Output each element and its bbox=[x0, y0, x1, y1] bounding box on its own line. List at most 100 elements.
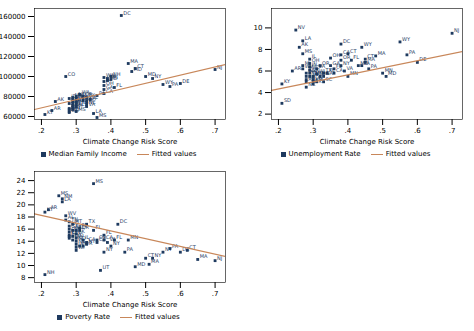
svg-text:10: 10 bbox=[17, 262, 26, 270]
svg-text:8: 8 bbox=[21, 274, 25, 282]
svg-text:14: 14 bbox=[17, 237, 26, 245]
svg-text:.2: .2 bbox=[38, 127, 45, 135]
svg-text:WY: WY bbox=[402, 36, 411, 42]
svg-text:16: 16 bbox=[17, 225, 26, 233]
svg-text:AR: AR bbox=[50, 204, 57, 210]
svg-text:140000: 140000 bbox=[0, 33, 26, 41]
svg-text:CA: CA bbox=[336, 67, 343, 73]
svg-text:MD: MD bbox=[109, 75, 117, 81]
svg-text:TX: TX bbox=[88, 218, 96, 224]
svg-text:8: 8 bbox=[258, 46, 262, 54]
svg-text:Climate Change Risk Score: Climate Change Risk Score bbox=[83, 301, 178, 309]
svg-text:AR: AR bbox=[294, 65, 301, 71]
svg-text:FL: FL bbox=[116, 234, 122, 240]
svg-text:AR: AR bbox=[54, 105, 61, 111]
svg-text:PA: PA bbox=[371, 63, 378, 69]
svg-text:12: 12 bbox=[17, 250, 26, 258]
svg-text:.3: .3 bbox=[310, 127, 317, 135]
svg-text:NY: NY bbox=[89, 238, 97, 244]
svg-text:SC: SC bbox=[71, 230, 78, 236]
svg-text:18: 18 bbox=[17, 213, 26, 221]
svg-text:PA: PA bbox=[127, 246, 134, 252]
svg-text:.4: .4 bbox=[108, 127, 115, 135]
svg-text:Climate Change Risk Score: Climate Change Risk Score bbox=[320, 138, 415, 146]
svg-text:MD: MD bbox=[388, 70, 396, 76]
svg-text:MS: MS bbox=[78, 106, 86, 112]
svg-text:VA: VA bbox=[89, 101, 96, 107]
svg-text:MA: MA bbox=[200, 253, 208, 259]
svg-text:80000: 80000 bbox=[3, 93, 25, 101]
svg-text:.7: .7 bbox=[212, 290, 219, 298]
svg-text:Climate Change Risk Score: Climate Change Risk Score bbox=[83, 138, 178, 146]
svg-text:.6: .6 bbox=[177, 127, 184, 135]
svg-text:NV: NV bbox=[298, 24, 306, 30]
svg-text:NY: NY bbox=[106, 246, 114, 252]
svg-text:.5: .5 bbox=[142, 127, 149, 135]
svg-text:PA: PA bbox=[409, 49, 416, 55]
svg-text:24: 24 bbox=[17, 177, 26, 185]
svg-text:.6: .6 bbox=[414, 127, 421, 135]
svg-text:CT: CT bbox=[350, 48, 357, 54]
svg-text:.6: .6 bbox=[177, 290, 184, 298]
svg-text:6: 6 bbox=[258, 67, 263, 75]
svg-text:MA: MA bbox=[367, 56, 375, 62]
svg-text:.2: .2 bbox=[275, 127, 282, 135]
svg-text:120000: 120000 bbox=[0, 53, 26, 61]
svg-text:60000: 60000 bbox=[3, 113, 25, 121]
html-text:Unemployment Rate: Unemployment Rate bbox=[288, 150, 361, 158]
svg-text:OH: OH bbox=[333, 52, 341, 58]
svg-text:.3: .3 bbox=[73, 127, 80, 135]
svg-text:2: 2 bbox=[258, 110, 262, 118]
svg-text:MS: MS bbox=[99, 112, 107, 118]
svg-text:WY: WY bbox=[364, 41, 373, 47]
svg-text:4: 4 bbox=[258, 89, 263, 97]
svg-text:.3: .3 bbox=[73, 290, 80, 298]
svg-text:AK: AK bbox=[301, 41, 308, 47]
svg-text:.7: .7 bbox=[449, 127, 456, 135]
svg-text:100000: 100000 bbox=[0, 73, 26, 81]
svg-text:UT: UT bbox=[102, 264, 110, 270]
html-text:Fitted values: Fitted values bbox=[385, 150, 431, 158]
svg-text:20: 20 bbox=[17, 201, 26, 209]
svg-text:AK: AK bbox=[57, 96, 64, 102]
svg-text:DE: DE bbox=[182, 78, 189, 84]
svg-text:FL: FL bbox=[353, 54, 359, 60]
svg-text:PA: PA bbox=[172, 81, 179, 87]
svg-text:LA: LA bbox=[64, 196, 71, 202]
svg-text:MS: MS bbox=[96, 178, 104, 184]
svg-text:MA: MA bbox=[378, 50, 386, 56]
svg-text:OR: OR bbox=[322, 60, 330, 66]
svg-text:FL: FL bbox=[329, 67, 335, 73]
svg-text:10: 10 bbox=[254, 24, 263, 32]
html-text:Poverty Rate: Poverty Rate bbox=[65, 313, 110, 321]
svg-text:DC: DC bbox=[120, 218, 128, 224]
svg-text:NY: NY bbox=[113, 240, 121, 246]
html-text:Median Family Income: Median Family Income bbox=[48, 150, 127, 158]
svg-text:22: 22 bbox=[17, 189, 26, 197]
svg-text:.4: .4 bbox=[108, 290, 115, 298]
svg-text:MA: MA bbox=[151, 258, 159, 264]
svg-text:.2: .2 bbox=[38, 290, 45, 298]
svg-text:160000: 160000 bbox=[0, 13, 26, 21]
svg-text:NY: NY bbox=[155, 73, 163, 79]
svg-text:SD: SD bbox=[284, 97, 291, 103]
svg-text:LA: LA bbox=[305, 35, 312, 41]
svg-text:.5: .5 bbox=[379, 127, 386, 135]
html-text:DECT: DECT bbox=[182, 244, 196, 253]
svg-text:MD: MD bbox=[137, 261, 145, 267]
svg-text:KY: KY bbox=[284, 78, 291, 84]
svg-text:CT: CT bbox=[137, 63, 144, 69]
svg-text:RI: RI bbox=[113, 74, 118, 80]
html-text:Fitted values: Fitted values bbox=[151, 150, 197, 158]
svg-text:.7: .7 bbox=[212, 127, 219, 135]
svg-text:FL: FL bbox=[116, 82, 122, 88]
svg-text:DC: DC bbox=[123, 10, 131, 16]
svg-text:DC: DC bbox=[343, 38, 351, 44]
svg-text:NJ: NJ bbox=[454, 27, 459, 33]
svg-text:CO: CO bbox=[68, 71, 75, 77]
svg-text:NH: NH bbox=[47, 269, 55, 275]
html-text:Fitted values: Fitted values bbox=[135, 313, 180, 321]
svg-text:.4: .4 bbox=[345, 127, 352, 135]
svg-text:.5: .5 bbox=[142, 290, 149, 298]
svg-text:NY: NY bbox=[155, 252, 163, 258]
